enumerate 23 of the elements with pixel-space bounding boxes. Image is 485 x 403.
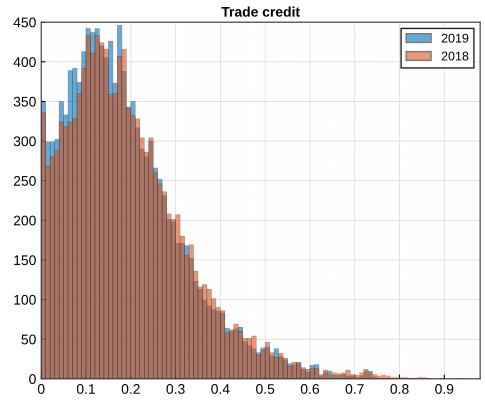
chart-title: Trade credit xyxy=(221,6,300,17)
y-tick-label: 350 xyxy=(14,96,36,107)
y-tick-label: 150 xyxy=(14,255,36,266)
x-tick-label: 0.4 xyxy=(211,384,230,394)
x-tick-label: 0.7 xyxy=(346,384,364,394)
x-tick-label: 0.3 xyxy=(166,384,185,394)
y-tick-label: 0 xyxy=(29,374,36,384)
y-tick-label: 50 xyxy=(21,334,36,344)
x-tick-label: 0.9 xyxy=(435,384,454,394)
y-tick-label: 200 xyxy=(14,216,36,226)
x-tick-label: 0.1 xyxy=(76,384,95,394)
legend-label: 2019 xyxy=(442,34,468,43)
y-tick-label: 300 xyxy=(14,136,36,146)
y-tick-label: 250 xyxy=(14,176,36,186)
x-tick-label: 0 xyxy=(38,384,45,394)
y-tick-label: 450 xyxy=(14,18,36,28)
legend-label: 2018 xyxy=(442,52,468,60)
x-tick-label: 0.2 xyxy=(122,384,140,394)
x-tick-label: 0.5 xyxy=(256,384,274,394)
x-tick-label: 0.6 xyxy=(300,384,319,394)
y-tick-label: 100 xyxy=(14,294,36,305)
y-tick-label: 400 xyxy=(14,57,36,67)
x-tick-label: 0.8 xyxy=(390,384,409,394)
